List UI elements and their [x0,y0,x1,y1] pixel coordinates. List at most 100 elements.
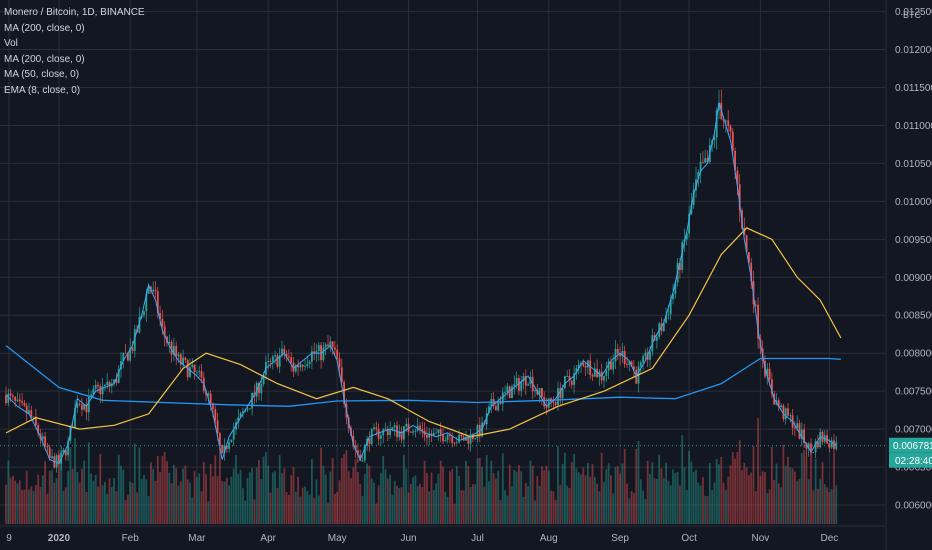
volume-bar [683,467,686,524]
candle-body [336,349,339,359]
candle-body [768,368,771,380]
volume-bar [621,463,624,524]
candle-body [294,365,297,372]
candle-body [731,131,734,151]
candle-body [230,439,233,443]
volume-bar [87,442,90,524]
volume-bar [329,471,332,524]
candle-body [156,291,159,314]
volume-bar [534,500,536,524]
candle-body [414,430,417,432]
price-tick-label: 0.011500 [895,83,932,94]
volume-bar [389,474,391,524]
candle-body [322,347,325,361]
candle-body [288,356,290,358]
volume-bar [216,476,219,524]
volume-bar [315,479,318,524]
volume-bar [143,475,145,524]
volume-bar [596,483,598,524]
volume-bar [262,456,265,524]
volume-bar [327,502,329,524]
volume-bar [60,450,63,524]
volume-bar [363,473,366,524]
candle-body [159,313,161,320]
candle-body [117,369,120,383]
volume-bar [35,485,37,524]
volume-bar [467,466,470,524]
candle-body [283,348,286,354]
volume-bar [550,490,552,524]
candle-body [442,434,444,442]
volume-bar [485,455,488,524]
volume-bar [559,484,562,524]
volume-bar [12,475,14,524]
volume-bar [150,462,152,524]
candle-body [736,170,739,185]
candle-body [189,366,191,377]
volume-bar [727,476,730,524]
candle-body [228,442,230,449]
candle-body [138,317,141,333]
volume-bar [294,491,297,524]
legend-symbol[interactable]: Monero / Bitcoin, 1D, BINANCE [4,7,145,18]
volume-bar [407,492,410,524]
candle-body [196,371,198,373]
candle-body [184,357,187,361]
volume-bar [55,478,58,524]
legend-indicator-ma200-b[interactable]: MA (200, close, 0) [4,53,85,65]
candle-body [449,434,451,436]
volume-bar [21,489,23,524]
legend-indicator-ma200[interactable]: MA (200, close, 0) [4,22,85,34]
legend-indicator-ma50[interactable]: MA (50, close, 0) [4,69,80,80]
candle-body [299,364,302,368]
volume-bar [437,473,440,524]
candle-body [639,362,642,367]
volume-bar [331,457,334,524]
time-tick-label: May [328,533,347,544]
time-tick-label: Feb [122,533,140,544]
volume-bar [598,491,601,524]
volume-bar [18,480,21,524]
candle-body [541,388,543,398]
candle-body [108,381,111,387]
candle-body [21,401,23,403]
volume-bar [382,455,385,524]
candle-body [393,425,396,428]
legend-indicator-ema8[interactable]: EMA (8, close, 0) [4,84,81,96]
volume-bar [515,471,518,524]
volume-bar [426,473,428,524]
legend-indicator-vol[interactable]: Vol [4,38,18,49]
candle-body [455,442,458,444]
volume-bar [462,490,465,524]
candle-body [62,449,65,453]
candle-body [179,354,182,365]
candle-body [267,361,270,363]
volume-bar [64,487,67,524]
volume-bar [738,440,741,524]
volume-bar [207,501,210,524]
candle-body [67,440,69,456]
volume-bar [835,485,838,524]
candle-body [642,356,644,363]
volume-bar [416,486,419,524]
candle-body [85,404,88,413]
volume-bar [235,454,237,524]
candle-body [460,434,463,437]
volume-bar [9,477,12,524]
volume-bar [798,478,801,524]
volume-bar [577,472,580,524]
volume-bar [51,469,53,524]
volume-bar [313,498,316,524]
candle-body [9,393,12,396]
volume-bar [350,478,352,524]
candle-body [748,252,750,263]
candle-body [35,416,37,426]
candle-body [474,438,477,440]
volume-bar [396,485,398,524]
volume-bar [380,473,382,524]
